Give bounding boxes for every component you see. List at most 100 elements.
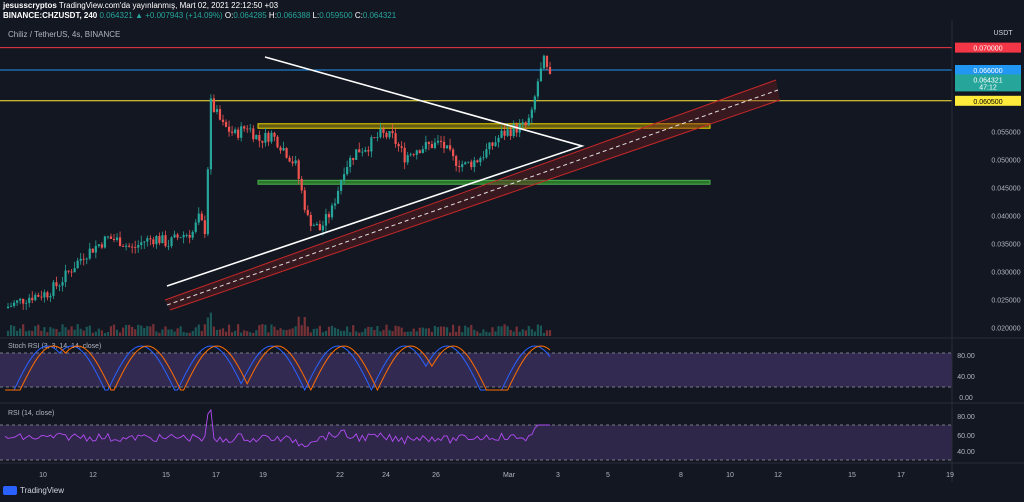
volume-bar (9, 325, 13, 336)
volume-bar (149, 326, 152, 336)
volume-bar (37, 324, 40, 336)
volume-bar (249, 332, 252, 336)
candle-body (400, 146, 403, 148)
candle-body (445, 145, 449, 149)
open-label: O: (224, 11, 234, 20)
volume-bar (143, 328, 146, 336)
candle-body (203, 220, 206, 235)
volume-bar (409, 331, 412, 336)
candle-body (200, 213, 203, 221)
price-tick-label: 0.020000 (991, 326, 1020, 333)
candle-body (140, 242, 143, 246)
time-tick-label: 15 (162, 472, 170, 479)
price-tick-label: 0.050000 (991, 158, 1020, 165)
candle-body (58, 285, 61, 287)
candle-body (503, 130, 506, 136)
volume-bar (539, 325, 543, 336)
candle-body (70, 271, 73, 273)
volume-bar (230, 332, 234, 336)
volume-bar (224, 331, 228, 336)
candle-body (118, 237, 122, 247)
volume-bar (343, 330, 346, 336)
candle-body (52, 282, 55, 296)
volume-bar (458, 325, 461, 336)
candle-body (439, 140, 443, 142)
candle-body (448, 145, 452, 150)
candle-body (273, 132, 276, 137)
candle-body (491, 142, 494, 146)
volume-bar (273, 326, 276, 336)
symbol: BINANCE:CHZUSDT, 240 (3, 11, 98, 20)
price-tick-label: 0.040000 (991, 214, 1020, 221)
volume-bar (134, 329, 137, 336)
candle-body (436, 140, 440, 143)
volume-bar (176, 328, 179, 336)
stoch-d-line (5, 345, 551, 392)
volume-bar (88, 325, 91, 336)
volume-bar (255, 330, 258, 336)
candle-body (270, 132, 273, 142)
channel-fill (165, 80, 780, 310)
candle-body (291, 161, 294, 164)
candle-body (394, 133, 397, 145)
volume-bar (455, 331, 458, 336)
candle-body (67, 270, 70, 272)
candle-body (276, 136, 279, 148)
volume-bar (488, 332, 491, 336)
volume-bar (270, 324, 273, 336)
candle-body (355, 149, 358, 160)
volume-bar (300, 325, 303, 336)
volume-bar (206, 317, 209, 336)
volume-bar (336, 328, 340, 336)
candle-body (285, 148, 288, 158)
tag-00605-bg (955, 95, 1021, 106)
candle-body (433, 142, 437, 149)
triangle-pattern (166, 56, 585, 287)
price-axis: USDT 0.055000 0.050000 0.045000 0.040000 0.03… (951, 20, 1021, 482)
volume-bar (118, 332, 122, 336)
rsi-pane: RSI (14, close) 80.00 60.00 40.00 (0, 408, 975, 461)
candle-body (134, 247, 137, 249)
candle-body (40, 296, 43, 298)
volume-bar (58, 331, 61, 336)
volume-bar (218, 329, 222, 336)
candle-body (188, 234, 191, 238)
volume-bar (234, 330, 237, 336)
candle-body (212, 98, 216, 112)
candle-body (161, 235, 164, 244)
time-tick-label: 3 (556, 472, 560, 479)
volume-bar (430, 331, 434, 336)
volume-bar (215, 329, 219, 336)
candle-body (243, 126, 246, 129)
candle-body (137, 245, 140, 248)
volume-bar (318, 325, 321, 336)
volume-bar (103, 332, 107, 336)
volume-bar (479, 332, 482, 336)
time-tick-label: 5 (606, 472, 610, 479)
candle-body (430, 143, 434, 149)
price-change: ▲ +0.007943 (+14.09%) (135, 11, 223, 20)
candle-body (488, 142, 491, 150)
candle-body (403, 147, 406, 163)
candle-body (37, 294, 40, 297)
tag-0066-bg (955, 65, 1021, 75)
volume-bar (403, 331, 406, 336)
time-tick-label: 8 (679, 472, 683, 479)
candle-body (527, 117, 530, 126)
username[interactable]: jesusscryptos (3, 1, 57, 10)
volume-bar (445, 327, 449, 336)
rsi-tick-label: 60.00 (957, 433, 975, 440)
volume-bar (394, 325, 397, 336)
candle-body (100, 244, 103, 248)
volume-bar (282, 329, 285, 336)
candle-body (512, 124, 515, 137)
pair-label: Chiliz / TetherUS, 4s, BINANCE (8, 30, 121, 39)
candle-body (106, 236, 110, 238)
high-value: 0.066388 (276, 11, 311, 20)
tradingview-logo[interactable]: TradingView (3, 486, 64, 495)
time-tick-label: 17 (212, 472, 220, 479)
candle-body (297, 160, 300, 179)
candle-body (409, 154, 412, 156)
volume-bar (246, 331, 249, 336)
